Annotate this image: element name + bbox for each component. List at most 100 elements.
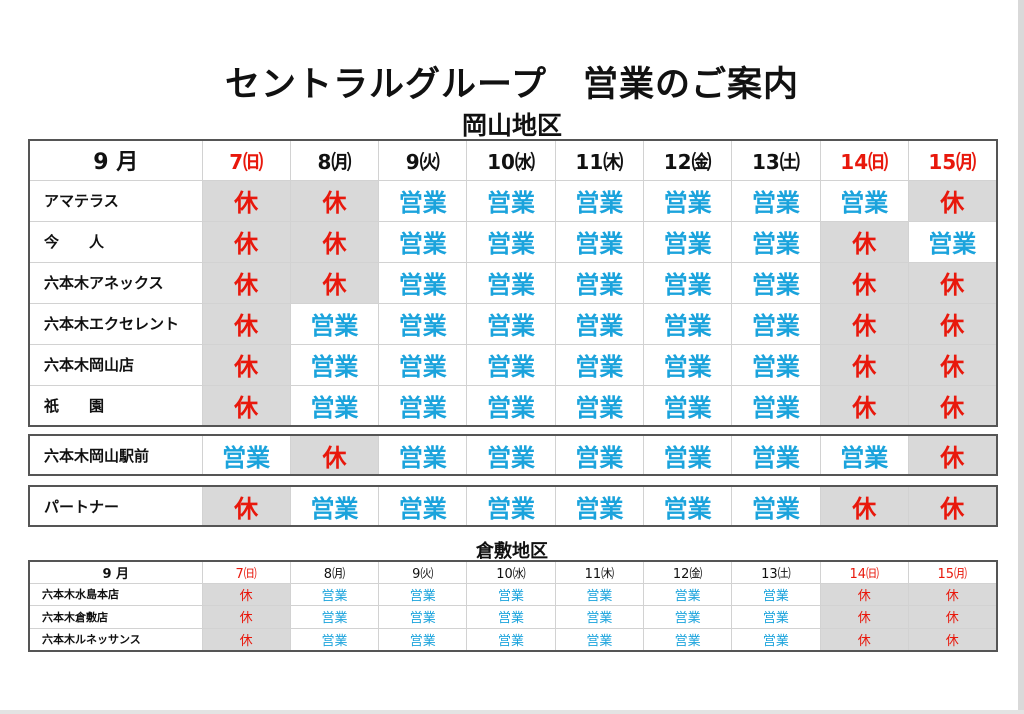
store-name: 六本木ルネッサンス xyxy=(28,627,203,651)
status-open: 営業 xyxy=(289,302,380,345)
status-open: 営業 xyxy=(466,384,556,427)
day-header: 9㈫ xyxy=(378,139,468,181)
store-name: 六本木岡山駅前 xyxy=(28,434,203,476)
day-header: 12㈮ xyxy=(642,139,733,181)
status-open: 営業 xyxy=(554,220,644,263)
status-closed: 休 xyxy=(201,582,291,606)
store-name: アマテラス xyxy=(28,179,203,222)
status-closed: 休 xyxy=(819,627,909,651)
store-name: 六本木水島本店 xyxy=(28,582,203,606)
day-header: 11㈭ xyxy=(554,139,644,181)
page-title: セントラルグループ 営業のご案内 xyxy=(225,64,799,105)
status-open: 営業 xyxy=(378,434,468,476)
status-open: 営業 xyxy=(642,343,733,386)
status-closed: 休 xyxy=(289,434,380,476)
status-open: 営業 xyxy=(466,179,556,222)
status-open: 営業 xyxy=(466,434,556,476)
status-open: 営業 xyxy=(554,343,644,386)
status-open: 営業 xyxy=(642,627,733,651)
status-open: 営業 xyxy=(907,220,998,263)
store-row: 今 人休休営業 営業 営業 営業 営業休営業 xyxy=(28,220,998,263)
status-open: 営業 xyxy=(642,261,733,304)
status-open: 営業 xyxy=(554,627,644,651)
status-closed: 休 xyxy=(907,384,998,427)
status-open: 営業 xyxy=(466,220,556,263)
status-closed: 休 xyxy=(201,605,291,629)
status-closed: 休 xyxy=(907,434,998,476)
status-open: 営業 xyxy=(378,627,468,651)
status-closed: 休 xyxy=(819,343,909,386)
status-closed: 休 xyxy=(819,605,909,629)
status-open: 営業 xyxy=(466,485,556,527)
status-open: 営業 xyxy=(378,261,468,304)
status-open: 営業 xyxy=(201,434,291,476)
page-edge xyxy=(1018,0,1024,714)
month-header: 9 月 xyxy=(28,139,203,181)
status-open: 営業 xyxy=(731,485,821,527)
day-header: 9㈫ xyxy=(378,560,468,584)
day-header: 12㈮ xyxy=(642,560,733,584)
store-row: 六本木水島本店休営業 営業 営業 営業 営業 営業休休 xyxy=(28,582,998,606)
status-open: 営業 xyxy=(642,434,733,476)
month-header: 9 月 xyxy=(28,560,203,584)
day-header: 14㈰ xyxy=(819,139,909,181)
status-open: 営業 xyxy=(642,220,733,263)
day-header: 13㈯ xyxy=(731,139,821,181)
okayama-schedule-table: 9 月 7㈰ 8㈪ 9㈫ 10㈬ 11㈭ 12㈮ 13㈯ 14㈰ 15㈪ アマテラス休休営業 営業… xyxy=(28,139,998,427)
status-open: 営業 xyxy=(378,179,468,222)
status-closed: 休 xyxy=(201,179,291,222)
status-open: 営業 xyxy=(731,582,821,606)
day-header: 15㈪ xyxy=(907,560,998,584)
status-open: 営業 xyxy=(731,302,821,345)
day-header: 13㈯ xyxy=(731,560,821,584)
status-closed: 休 xyxy=(201,343,291,386)
status-open: 営業 xyxy=(731,220,821,263)
store-row: アマテラス休休営業 営業 営業 営業 営業 営業休 xyxy=(28,179,998,222)
status-open: 営業 xyxy=(642,582,733,606)
status-open: 営業 xyxy=(466,582,556,606)
status-closed: 休 xyxy=(819,384,909,427)
header-row: 9 月 7㈰ 8㈪ 9㈫ 10㈬ 11㈭ 12㈮ 13㈯ 14㈰ 15㈪ xyxy=(28,560,998,584)
status-closed: 休 xyxy=(907,605,998,629)
status-open: 営業 xyxy=(466,302,556,345)
status-closed: 休 xyxy=(201,261,291,304)
status-open: 営業 xyxy=(731,605,821,629)
status-open: 営業 xyxy=(554,605,644,629)
status-open: 営業 xyxy=(378,582,468,606)
day-header: 15㈪ xyxy=(907,139,998,181)
status-closed: 休 xyxy=(201,220,291,263)
status-closed: 休 xyxy=(201,384,291,427)
store-name: 六本木倉敷店 xyxy=(28,605,203,629)
status-open: 営業 xyxy=(289,582,380,606)
status-open: 営業 xyxy=(819,179,909,222)
header-row: 9 月 7㈰ 8㈪ 9㈫ 10㈬ 11㈭ 12㈮ 13㈯ 14㈰ 15㈪ xyxy=(28,139,998,181)
page-edge-bottom xyxy=(0,710,1024,714)
status-open: 営業 xyxy=(731,261,821,304)
status-closed: 休 xyxy=(907,179,998,222)
region-heading-kurashiki: 倉敷地区 xyxy=(476,541,548,562)
status-open: 営業 xyxy=(554,434,644,476)
status-open: 営業 xyxy=(378,302,468,345)
kurashiki-schedule-table: 9 月 7㈰ 8㈪ 9㈫ 10㈬ 11㈭ 12㈮ 13㈯ 14㈰ 15㈪ 六本木水島本店休営業営… xyxy=(28,560,998,652)
store-name: 六本木アネックス xyxy=(28,261,203,304)
status-open: 営業 xyxy=(466,605,556,629)
status-closed: 休 xyxy=(289,179,380,222)
store-row: 六本木倉敷店休営業 営業 営業 営業 営業 営業休休 xyxy=(28,605,998,629)
day-header: 10㈬ xyxy=(466,560,556,584)
status-open: 営業 xyxy=(378,605,468,629)
status-closed: 休 xyxy=(819,220,909,263)
status-closed: 休 xyxy=(907,485,998,527)
status-closed: 休 xyxy=(819,582,909,606)
status-open: 営業 xyxy=(642,302,733,345)
status-open: 営業 xyxy=(378,384,468,427)
status-open: 営業 xyxy=(289,605,380,629)
day-header: 8㈪ xyxy=(289,139,380,181)
day-header: 8㈪ xyxy=(289,560,380,584)
status-open: 営業 xyxy=(378,220,468,263)
day-header: 7㈰ xyxy=(201,139,291,181)
store-name: 祇 園 xyxy=(28,384,203,427)
status-closed: 休 xyxy=(907,627,998,651)
status-closed: 休 xyxy=(201,627,291,651)
status-closed: 休 xyxy=(201,485,291,527)
